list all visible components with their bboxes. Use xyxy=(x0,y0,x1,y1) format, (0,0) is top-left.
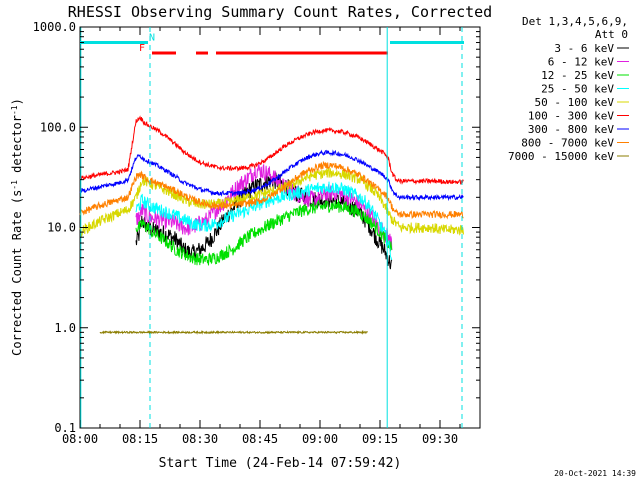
flags-layer: NF xyxy=(80,33,464,55)
y-tick-label: 10.0 xyxy=(47,221,76,235)
x-tick-label: 08:00 xyxy=(62,432,98,446)
legend-entry: 12 - 25 keV xyxy=(541,69,614,82)
chart-title: RHESSI Observing Summary Count Rates, Co… xyxy=(68,3,492,21)
series-line xyxy=(79,160,464,220)
legend-entry: 100 - 300 keV xyxy=(528,110,614,123)
legend-entry: 3 - 6 keV xyxy=(554,42,614,55)
legend-entry: 800 - 7000 keV xyxy=(521,137,614,150)
legend-entry: 6 - 12 keV xyxy=(548,56,615,69)
y-tick-label: 1.0 xyxy=(54,321,76,335)
x-tick-label: 08:15 xyxy=(122,432,158,446)
flag-label: F xyxy=(139,43,145,54)
series-line xyxy=(135,199,393,266)
y-axis-label: Corrected Count Rate (s-1 detector-1) xyxy=(10,98,25,356)
date-stamp: 20-Oct-2021 14:39 xyxy=(554,469,636,478)
legend-title: Det 1,3,4,5,6,9, xyxy=(522,15,628,28)
y-tick-label: 1000.0 xyxy=(33,20,76,34)
legend-entry: 300 - 800 keV xyxy=(528,123,614,136)
x-tick-label: 08:45 xyxy=(242,432,278,446)
x-tick-label: 09:00 xyxy=(302,432,338,446)
axis-layer: 08:00 08:15 08:30 08:45 09:00 09:15 09:30 1000.… xyxy=(33,20,481,446)
x-tick-label: 09:30 xyxy=(422,432,458,446)
y-tick-label: 100.0 xyxy=(40,120,76,134)
legend-entry: 25 - 50 keV xyxy=(541,83,614,96)
series-line xyxy=(135,181,393,261)
series-line xyxy=(79,167,464,239)
x-axis-label: Start Time (24-Feb-14 07:59:42) xyxy=(159,456,402,471)
flag-label: N xyxy=(149,33,155,44)
x-tick-label: 08:30 xyxy=(182,432,218,446)
x-tick-label: 09:15 xyxy=(362,432,398,446)
series-line xyxy=(79,115,464,186)
legend-entry: 7000 - 15000 keV xyxy=(508,150,614,163)
series-layer xyxy=(79,115,464,335)
vertical-lines-layer xyxy=(80,27,463,428)
series-line xyxy=(79,149,464,202)
legend-entry: 50 - 100 keV xyxy=(535,96,615,109)
legend-title: Att 0 xyxy=(595,28,628,41)
series-line xyxy=(99,329,368,335)
y-tick-label: 0.1 xyxy=(54,421,76,435)
